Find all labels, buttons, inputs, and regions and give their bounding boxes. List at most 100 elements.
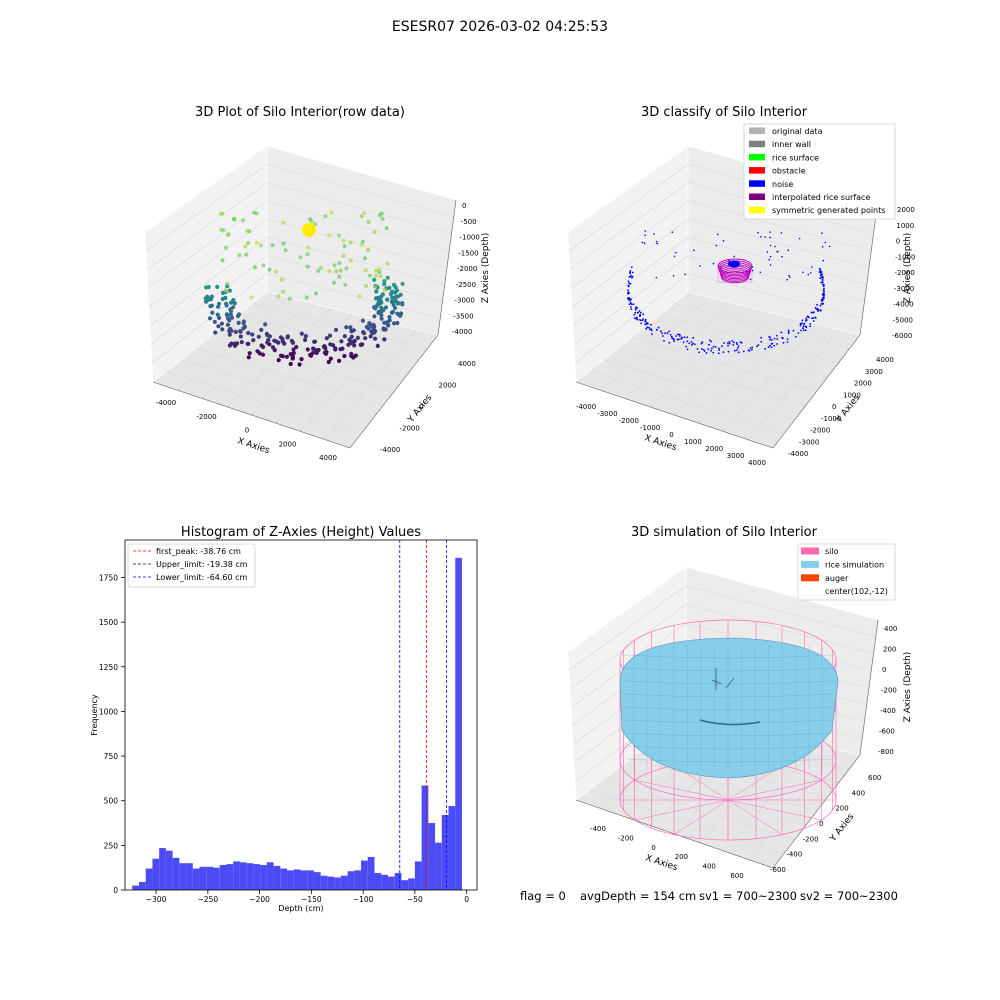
panel-raw-point bbox=[299, 357, 304, 362]
histogram-ytick-label: 0 bbox=[113, 886, 118, 895]
histogram-bar bbox=[192, 868, 200, 890]
histogram-bar bbox=[320, 875, 328, 890]
panel-classify-noise-point bbox=[635, 317, 638, 320]
panel-simulation-grid-line bbox=[568, 585, 687, 671]
panel-classify-noise-point bbox=[727, 342, 729, 345]
panel-classify-grid-line bbox=[673, 302, 850, 350]
rice-surface bbox=[619, 637, 839, 779]
panel-classify-noise-point bbox=[668, 341, 671, 344]
panel-classify-noise-point bbox=[802, 329, 805, 332]
panel-raw-point bbox=[297, 362, 302, 367]
histogram-bar bbox=[179, 863, 187, 890]
panel-classify-noise-point bbox=[630, 306, 632, 308]
panel-classify-noise-point bbox=[771, 339, 773, 341]
panel-classify-noise-point bbox=[683, 336, 686, 339]
histogram-bar bbox=[421, 785, 429, 890]
panel-raw-point bbox=[339, 339, 344, 344]
panel-classify-ticks: -4000-3000-2000-100001000200030004000-40… bbox=[576, 206, 916, 467]
panel-classify-noise-point bbox=[634, 309, 637, 311]
panel-raw-point bbox=[237, 253, 242, 258]
panel-classify-grid-line bbox=[568, 164, 689, 251]
panel-raw-point bbox=[392, 321, 397, 326]
panel-classify-noise-point bbox=[705, 352, 708, 354]
panel-classify-noise-point bbox=[802, 325, 805, 328]
panel-classify-noise-point bbox=[684, 273, 686, 276]
panel-raw-grid-line bbox=[300, 324, 396, 432]
panel-raw-point bbox=[380, 292, 385, 297]
panel-classify-noise-point bbox=[822, 259, 825, 262]
panel-raw-point bbox=[210, 310, 215, 315]
panel-classify-noise-point bbox=[821, 232, 823, 234]
panel-classify-noise-point bbox=[792, 329, 795, 332]
histogram-bar bbox=[199, 866, 207, 890]
panel-classify-legend-swatch bbox=[749, 180, 765, 187]
panel-raw-point bbox=[385, 275, 390, 280]
panel-classify-noise-point bbox=[817, 309, 820, 312]
panel-classify-grid-line bbox=[687, 218, 870, 268]
panel-simulation-ytick: 400 bbox=[852, 789, 865, 797]
silo-wire-floor-spoke bbox=[673, 799, 729, 835]
panel-raw-point bbox=[357, 294, 362, 299]
panel-classify-noise-point bbox=[811, 266, 813, 268]
panel-histogram-title: Histogram of Z-Axies (Height) Values bbox=[181, 525, 421, 540]
histogram-legend-label: Lower_limit: -64.60 cm bbox=[156, 573, 248, 582]
panel-classify-noise-point bbox=[644, 234, 646, 237]
histogram-bar bbox=[132, 885, 139, 890]
panel-classify-zlabel: Z Axies (Depth) bbox=[903, 233, 913, 304]
panel-classify-noise-point bbox=[742, 350, 745, 353]
panel-raw-point bbox=[373, 273, 378, 278]
panel-classify-legend: original data inner wall rice surface obsta… bbox=[743, 123, 896, 220]
panel-raw-point bbox=[359, 214, 364, 219]
silo-wire-floor-spoke bbox=[727, 779, 822, 801]
histogram-bar bbox=[159, 848, 166, 890]
panel-classify-noise-point bbox=[751, 346, 754, 349]
panel-raw-point bbox=[280, 354, 285, 359]
panel-classify-noise-point bbox=[787, 331, 790, 333]
panel-classify-noise-point bbox=[766, 251, 769, 253]
panel-histogram-ylabel: Frequency bbox=[90, 694, 99, 736]
panel-raw-point bbox=[280, 336, 285, 342]
panel-raw-point bbox=[266, 338, 271, 343]
panel-raw-point bbox=[241, 321, 246, 326]
panel-raw-point bbox=[366, 219, 371, 224]
panel-raw-point bbox=[228, 307, 233, 312]
panel-classify-noise-point bbox=[819, 268, 822, 271]
histogram-bar bbox=[374, 873, 382, 890]
panel-classify-grid-line bbox=[572, 237, 689, 326]
panel-raw-point bbox=[378, 274, 383, 279]
panel-simulation-ytick: 200 bbox=[835, 805, 848, 813]
panel-classify-noise-point bbox=[773, 337, 776, 340]
panel-classify-noise-point bbox=[801, 322, 803, 325]
panel-classify-noise-point bbox=[727, 344, 729, 347]
panel-classify-noise-point bbox=[733, 349, 736, 352]
panel-simulation-grid-line bbox=[685, 604, 874, 655]
panel-raw-point bbox=[225, 313, 230, 318]
panel-classify-noise-point bbox=[711, 347, 713, 350]
panel-raw-title: 3D Plot of Silo Interior(row data) bbox=[195, 105, 405, 120]
rice-mesh-line bbox=[626, 758, 832, 763]
panel-raw-point bbox=[380, 216, 385, 221]
figure-suptitle: ESESR07 2026-03-02 04:25:53 bbox=[392, 19, 608, 35]
panel-simulation-ztick: 0 bbox=[882, 666, 886, 674]
panel-classify-noise-point bbox=[727, 350, 730, 353]
panel-raw-point bbox=[261, 263, 266, 268]
panel-raw-point bbox=[220, 327, 225, 332]
panel-raw-point bbox=[225, 322, 230, 327]
histogram-bar bbox=[213, 867, 220, 890]
panel-simulation-ytick: -400 bbox=[786, 851, 802, 859]
panel-classify-noise-point bbox=[651, 333, 653, 336]
panel-raw-point bbox=[352, 343, 357, 348]
panel-raw-point bbox=[305, 347, 310, 352]
panel-raw-point bbox=[274, 269, 279, 274]
panel-classify-noise-point bbox=[723, 342, 725, 344]
panel-raw-point bbox=[216, 304, 221, 309]
panel-raw-point bbox=[350, 339, 355, 344]
panel-raw-point bbox=[338, 268, 343, 273]
histogram-bar bbox=[361, 860, 368, 890]
panel-raw-point bbox=[395, 301, 401, 306]
panel-classify-noise-point bbox=[760, 336, 762, 339]
panel-classify-axis-x bbox=[575, 381, 774, 449]
panel-classify-noise-point bbox=[721, 345, 723, 347]
histogram-bar bbox=[441, 815, 449, 890]
panel-simulation-ytick: -600 bbox=[770, 866, 786, 874]
